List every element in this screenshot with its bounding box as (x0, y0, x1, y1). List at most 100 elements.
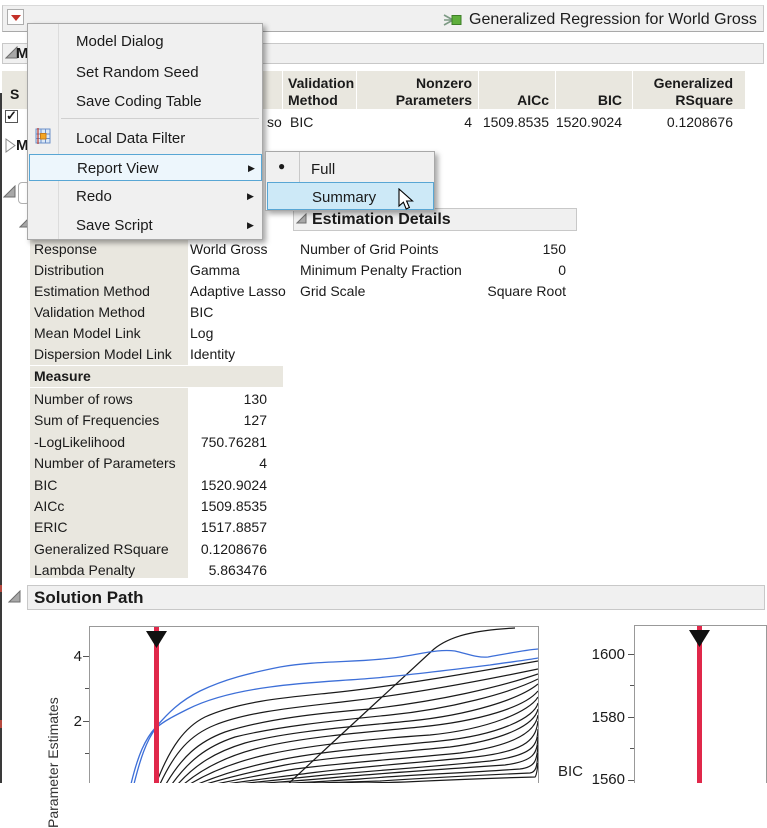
col-header-nonzero-1: Nonzero (416, 75, 472, 91)
disclosure-open-icon[interactable] (295, 212, 308, 230)
measure-row-label: Sum of Frequencies (34, 412, 160, 428)
summary-row-value: BIC (190, 304, 214, 320)
submenu-item-full-label: Full (311, 161, 336, 178)
estimation-row-label: Grid Scale (300, 283, 366, 299)
summary-row-value: Identity (190, 346, 236, 362)
summary-row-label: Mean Model Link (34, 325, 141, 341)
estimation-row-value: Square Root (487, 283, 566, 299)
selected-parameter-paths (130, 648, 538, 783)
parameter-paths (155, 627, 538, 783)
measure-row-label: BIC (34, 477, 58, 493)
column-divider (555, 71, 556, 109)
summary-row-label: Dispersion Model Link (34, 346, 172, 362)
solution-path-title: Solution Path (34, 588, 144, 607)
red-triangle-popup-menu: Model Dialog Set Random Seed Save Coding… (27, 23, 263, 240)
menu-item-report-view-label: Report View (77, 160, 159, 177)
column-divider (478, 71, 479, 109)
left-chart-ytick-label: 4 (73, 648, 82, 665)
right-chart-ytick-label: 1600 (591, 646, 625, 663)
measure-row-value: 1517.8857 (200, 519, 267, 535)
right-chart-ytick-label: 1560 (591, 771, 625, 788)
validation-method-cell: BIC (290, 114, 314, 130)
model-launch-title-fragment: M (16, 137, 27, 154)
measure-row-value: 750.76281 (200, 434, 267, 450)
report-title: Generalized Regression for World Gross (469, 11, 757, 28)
estimation-details-outline-bar (293, 208, 577, 231)
measure-row-value: 5.863476 (208, 562, 267, 578)
col-header-validation-1: Validation (288, 75, 355, 91)
column-divider (282, 71, 283, 109)
measure-label-column (30, 388, 188, 578)
lambda-selection-line (154, 627, 159, 783)
mouse-cursor (398, 187, 418, 217)
red-triangle-menu-button[interactable] (7, 9, 24, 25)
measure-row-label: Number of rows (34, 391, 133, 407)
lambda-marker-icon (146, 631, 167, 648)
radio-selected-icon: ● (278, 159, 286, 173)
menu-item-save-coding-table[interactable]: Save Coding Table (76, 93, 202, 110)
summary-row-label: Estimation Method (34, 283, 150, 299)
left-chart-ytick-label: 2 (73, 713, 82, 730)
menu-item-set-random-seed[interactable]: Set Random Seed (76, 64, 199, 81)
submenu-item-full[interactable]: ● Full (267, 154, 434, 182)
background-window-row-marker (0, 720, 2, 728)
disclosure-closed-icon[interactable] (3, 138, 17, 158)
background-window-row-marker (0, 585, 2, 592)
axis-tick (628, 654, 634, 655)
col-header-nonzero-2: Parameters (395, 92, 472, 108)
menu-item-save-script[interactable]: Save Script (76, 217, 153, 234)
solution-path-outline-bar (27, 585, 765, 610)
axis-tick (83, 656, 89, 657)
menu-gutter-divider (58, 24, 59, 239)
summary-row-value: World Gross (190, 241, 268, 257)
summary-row-label: Response (34, 241, 98, 257)
col-header-genrsq-2: RSquare (675, 92, 733, 108)
aicc-cell: 1509.8535 (482, 114, 549, 130)
measure-row-value: 4 (259, 455, 267, 471)
lambda-selection-line (697, 626, 702, 783)
col-header-bic: BIC (597, 92, 622, 108)
submenu-arrow-icon: ▶ (248, 163, 255, 173)
show-checkbox[interactable]: ✓ (5, 108, 18, 123)
estimation-row-value: 150 (542, 241, 566, 257)
measure-row-label: Number of Parameters (34, 455, 176, 471)
axis-tick (628, 717, 634, 718)
axis-tick (85, 753, 89, 754)
measure-row-value: 127 (243, 412, 267, 428)
menu-item-local-data-filter[interactable]: Local Data Filter (76, 130, 186, 147)
axis-tick (630, 685, 634, 686)
measure-row-label: -LogLikelihood (34, 434, 126, 450)
estimation-row-label: Minimum Penalty Fraction (300, 262, 462, 278)
measure-row-label: Generalized RSquare (34, 541, 169, 557)
column-divider (632, 71, 633, 109)
disclosure-open-icon[interactable] (2, 184, 17, 204)
bic-validation-plot (634, 625, 767, 783)
show-column-header-fragment: S (10, 86, 20, 102)
estimation-row-value: 0 (558, 262, 566, 278)
axis-tick (630, 748, 634, 749)
report-title-group: Generalized Regression for World Gross (443, 10, 757, 29)
estimation-row-label: Number of Grid Points (300, 241, 439, 257)
measure-row-value: 1520.9024 (200, 477, 267, 493)
menu-item-report-view[interactable]: Report View ▶ (29, 154, 262, 181)
nonzero-parameters-cell: 4 (464, 114, 472, 130)
disclosure-open-icon[interactable] (7, 589, 22, 609)
menu-item-model-dialog[interactable]: Model Dialog (76, 33, 164, 50)
checkbox-check-icon: ✓ (6, 108, 17, 123)
submenu-arrow-icon: ▶ (247, 191, 254, 201)
column-divider (356, 71, 357, 109)
estimation-method-cell-fragment: so (267, 114, 282, 130)
lambda-marker-icon (689, 630, 710, 647)
col-header-genrsq-1: Generalized (653, 75, 733, 91)
disclosure-open-icon[interactable] (4, 45, 19, 65)
red-triangle-icon (11, 15, 21, 21)
model-comparison-title-fragment: M (16, 45, 27, 62)
summary-row-value: Gamma (190, 262, 240, 278)
axis-tick (83, 721, 89, 722)
col-header-aicc: AICc (517, 92, 549, 108)
measure-header-row (30, 366, 283, 387)
measure-row-label: ERIC (34, 519, 68, 535)
submenu-gutter-divider (299, 152, 300, 210)
menu-item-redo[interactable]: Redo (76, 188, 112, 205)
summary-row-value: Log (190, 325, 214, 341)
